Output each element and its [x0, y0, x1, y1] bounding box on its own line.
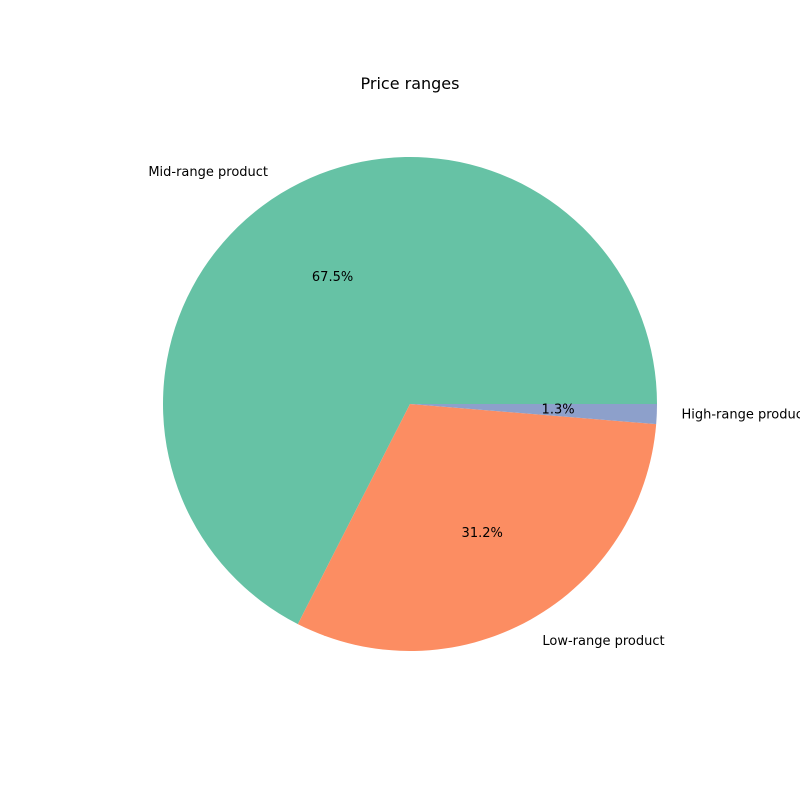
- pie-slices: [162, 157, 657, 652]
- chart-title: Price ranges: [361, 74, 460, 93]
- slice-percentage-label: 31.2%: [462, 526, 503, 541]
- pie-slice-high-range-product: [410, 404, 657, 425]
- pie-slice-mid-range-product: [162, 157, 657, 625]
- pie-labels: Mid-range product 67.5% Low-range product 3…: [148, 165, 800, 649]
- slice-percentage-label: 67.5%: [312, 270, 353, 285]
- pie-slice-low-range-product: [297, 404, 657, 652]
- slice-label: Mid-range product: [148, 165, 268, 180]
- slice-label: Low-range product: [542, 634, 664, 649]
- slice-percentage-label: 1.3%: [542, 403, 575, 418]
- slice-label: High-range product: [681, 408, 800, 423]
